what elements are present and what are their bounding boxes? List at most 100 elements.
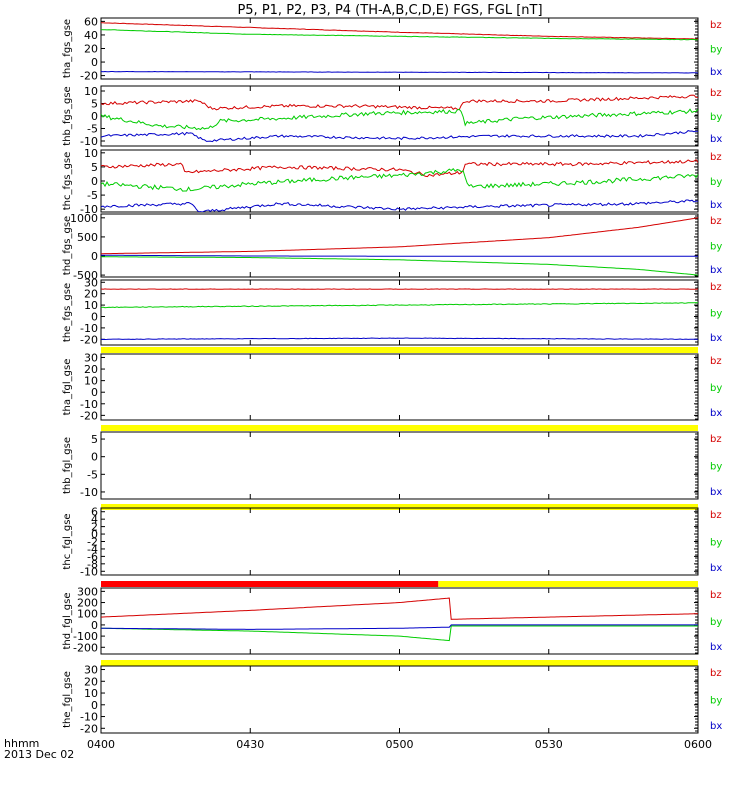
- legend-bx: bx: [710, 333, 722, 344]
- panel-frame: [101, 508, 698, 575]
- legend-bx: bx: [710, 134, 722, 145]
- legend-bx: bx: [710, 265, 722, 276]
- y-tick-label: -20: [80, 70, 98, 83]
- legend-bz: bz: [710, 510, 722, 521]
- panel-frame: [101, 354, 698, 420]
- legend-bz: bz: [710, 282, 722, 293]
- y-tick-label: 0: [91, 250, 98, 263]
- status-bar: [101, 660, 698, 666]
- legend-bx: bx: [710, 563, 722, 574]
- y-tick-label: 10: [84, 85, 98, 98]
- series-line-bz: [101, 218, 698, 254]
- y-tick-label: -10: [80, 486, 98, 499]
- y-tick-label: 0: [91, 451, 98, 464]
- chart-title: P5, P1, P2, P3, P4 (TH-A,B,C,D,E) FGS, F…: [237, 3, 542, 18]
- y-axis-label: tha_fgl_gse: [62, 359, 73, 416]
- legend-bz: bz: [710, 434, 722, 445]
- legend-by: by: [710, 177, 722, 188]
- y-tick-label: -20: [80, 333, 98, 346]
- y-axis-label: thb_fgs_gse: [62, 86, 73, 145]
- legend-by: by: [710, 617, 722, 628]
- series-line-by: [101, 30, 698, 40]
- y-axis-label: the_fgl_gse: [62, 671, 73, 728]
- y-axis-label: thc_fgs_gse: [62, 152, 73, 211]
- panel-frame: [101, 432, 698, 499]
- y-tick-label: -200: [73, 641, 98, 654]
- y-axis-label: thd_fgl_gse: [62, 593, 73, 650]
- series-line-by: [101, 109, 698, 129]
- y-axis-label: thd_fgs_gse: [62, 216, 73, 275]
- y-tick-label: -20: [80, 409, 98, 422]
- y-axis-label: the_fgs_gse: [62, 283, 73, 342]
- legend-bz: bz: [710, 356, 722, 367]
- legend-by: by: [710, 696, 722, 707]
- series-line-by: [101, 303, 698, 308]
- y-tick-label: -20: [80, 722, 98, 735]
- y-tick-label: 5: [91, 98, 98, 111]
- y-tick-label: 60: [84, 15, 98, 28]
- x-tick-label: 0600: [684, 738, 712, 751]
- legend-bx: bx: [710, 408, 722, 419]
- legend-by: by: [710, 383, 722, 394]
- y-tick-label: -5: [87, 123, 98, 136]
- y-tick-label: 5: [91, 433, 98, 446]
- legend-by: by: [710, 45, 722, 56]
- panel-frame: [101, 86, 698, 146]
- status-bar-bad: [101, 581, 438, 587]
- legend-bx: bx: [710, 642, 722, 653]
- legend-by: by: [710, 462, 722, 473]
- legend-by: by: [710, 309, 722, 320]
- y-tick-label: 0: [91, 175, 98, 188]
- legend-by: by: [710, 242, 722, 253]
- legend-bz: bz: [710, 216, 722, 227]
- y-tick-label: -10: [80, 565, 98, 578]
- y-tick-label: 500: [77, 231, 98, 244]
- panel-thb_fgl_gse: 5 0 -5 -10 thb_fgl_gse bz by bx: [62, 432, 722, 510]
- y-tick-label: 40: [84, 29, 98, 42]
- legend-bx: bx: [710, 487, 722, 498]
- panel-frame: [101, 666, 698, 733]
- status-bar-good: [438, 581, 698, 587]
- x-tick-label: 0530: [535, 738, 563, 751]
- x-tick-label: 0500: [386, 738, 414, 751]
- y-tick-label: 20: [84, 43, 98, 56]
- y-axis-label: tha_fgs_gse: [62, 19, 73, 78]
- x-tick-label: 0430: [236, 738, 264, 751]
- legend-bz: bz: [710, 590, 722, 601]
- legend-by: by: [710, 538, 722, 549]
- legend-bx: bx: [710, 721, 722, 732]
- y-tick-label: -5: [87, 189, 98, 202]
- legend-bz: bz: [710, 20, 722, 31]
- y-tick-label: -5: [87, 468, 98, 481]
- panel-frame: [101, 588, 698, 654]
- series-line-bx: [101, 255, 698, 256]
- series-line-bx: [101, 72, 698, 74]
- series-line-bz: [101, 598, 698, 619]
- y-tick-label: 10: [84, 147, 98, 160]
- legend-by: by: [710, 112, 722, 123]
- panel-frame: [101, 18, 698, 79]
- series-line-bz: [101, 95, 698, 110]
- legend-bz: bz: [710, 152, 722, 163]
- series-line-bx: [101, 338, 698, 340]
- legend-bz: bz: [710, 88, 722, 99]
- legend-bx: bx: [710, 67, 722, 78]
- y-axis-label: thc_fgl_gse: [62, 513, 73, 569]
- date-label: 2013 Dec 02: [4, 748, 74, 761]
- y-tick-label: 5: [91, 161, 98, 174]
- y-tick-label: 0: [91, 56, 98, 69]
- y-axis-label: thb_fgl_gse: [62, 437, 73, 494]
